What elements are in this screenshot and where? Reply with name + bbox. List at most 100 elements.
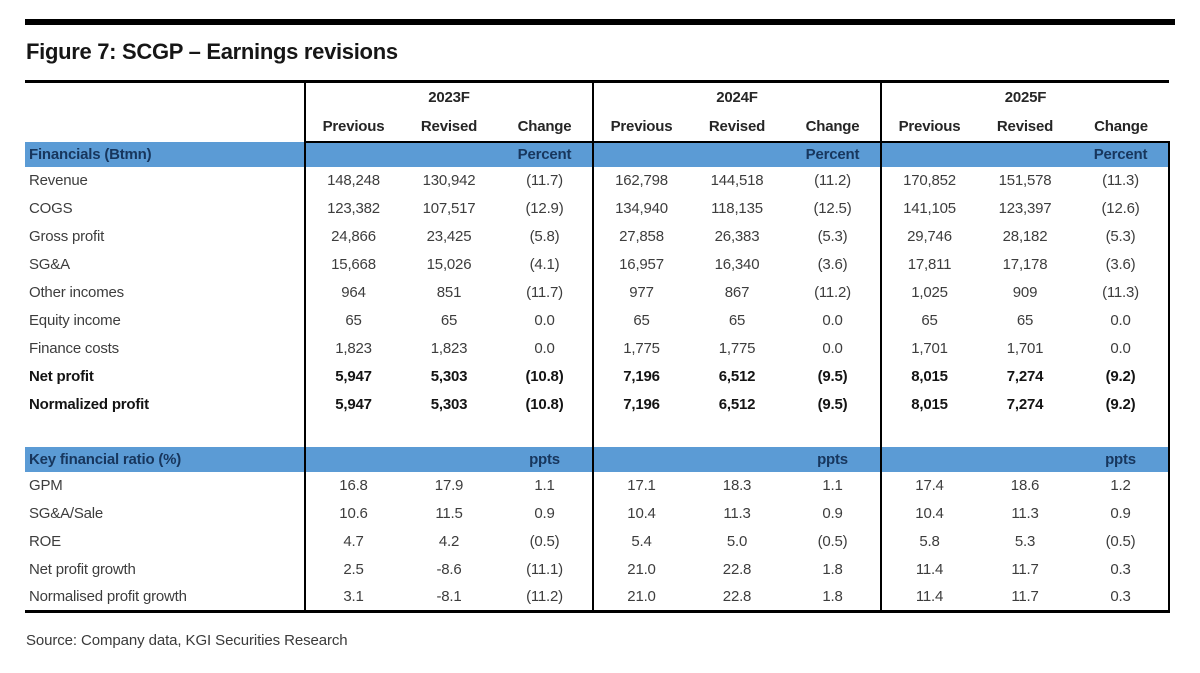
value-cell: (12.5) — [813, 200, 852, 217]
band-cell — [401, 141, 497, 167]
value-cell: 1,701 — [880, 334, 977, 363]
value-cell: (0.5) — [529, 533, 560, 550]
value-cell: 0.0 — [1073, 334, 1171, 363]
value-cell: 5.3 — [1014, 533, 1036, 550]
value-cell: 65 — [304, 306, 401, 335]
value-cell: (5.3) — [1073, 222, 1171, 251]
value-cell: 1,775 — [718, 340, 756, 357]
col-header-previous: Previous — [880, 111, 977, 143]
value-cell: 21.0 — [592, 583, 689, 613]
value-cell: 151,578 — [998, 172, 1052, 189]
value-cell: 11.5 — [435, 505, 463, 522]
value-cell: 909 — [1012, 284, 1038, 301]
table-row: Equity income 65 65 0.0 65 65 0.0 65 65 0.0 — [25, 306, 1171, 335]
section-band-row: Financials (Btmn) Percent Percent Percent — [25, 141, 1171, 167]
value-cell: 162,798 — [592, 166, 689, 195]
row-label: ROE — [29, 533, 61, 550]
value-cell: 0.0 — [822, 312, 843, 329]
band-cell — [977, 141, 1073, 167]
row-label: Net profit growth — [29, 561, 136, 578]
value-cell: 5.0 — [726, 533, 748, 550]
value-cell: 977 — [592, 278, 689, 307]
value-cell: (9.5) — [817, 396, 848, 413]
value-cell: 22.8 — [722, 561, 752, 578]
value-cell: (5.3) — [817, 228, 848, 245]
value-cell: 964 — [304, 278, 401, 307]
value-cell: (0.5) — [817, 533, 848, 550]
value-cell: 0.3 — [1073, 555, 1171, 584]
value-cell: (10.8) — [525, 368, 564, 385]
value-cell: 1.8 — [785, 583, 881, 613]
section-unit-label: ppts — [785, 446, 881, 472]
table-row: GPM 16.8 17.9 1.1 17.1 18.3 1.1 17.4 18.6 1.2 — [25, 471, 1171, 500]
value-cell: 11.4 — [880, 583, 977, 613]
value-cell: 0.9 — [1073, 499, 1171, 528]
gap-cell — [304, 418, 401, 447]
corner-cell — [25, 80, 305, 142]
value-cell: 65 — [440, 312, 458, 329]
section-unit-label: ppts — [497, 446, 593, 472]
section-band-label: Key financial ratio (%) — [25, 446, 305, 472]
section-unit-label: Percent — [497, 141, 593, 167]
year-header-2024: 2024F — [592, 80, 881, 112]
value-cell: 0.9 — [534, 505, 555, 522]
section-unit-label: ppts — [1073, 446, 1171, 472]
value-cell: 1,823 — [304, 334, 401, 363]
year-header-row: 2023F 2024F 2025F — [25, 80, 1170, 142]
value-cell: (9.2) — [1073, 362, 1171, 391]
value-cell: 141,105 — [880, 194, 977, 223]
value-cell: (11.7) — [526, 172, 563, 189]
value-cell: 18.6 — [1010, 477, 1040, 494]
value-cell: 6,512 — [718, 368, 756, 385]
value-cell: 10.4 — [592, 499, 689, 528]
row-label: SG&A — [29, 256, 70, 273]
gap-cell — [25, 419, 305, 447]
table-row: SG&A/Sale 10.6 11.5 0.9 10.4 11.3 0.9 10.4 11.3 0… — [25, 499, 1171, 528]
value-cell: 170,852 — [880, 166, 977, 195]
row-label: COGS — [29, 200, 73, 217]
year-header-2025: 2025F — [879, 80, 1170, 112]
row-label: Normalised profit growth — [25, 583, 305, 613]
row-label: Equity income — [29, 312, 121, 329]
value-cell: 5,303 — [430, 396, 468, 413]
value-cell: -8.1 — [401, 583, 497, 613]
value-cell: 7,274 — [1006, 368, 1044, 385]
value-cell: 0.0 — [822, 340, 843, 357]
value-cell: (3.6) — [1073, 250, 1171, 279]
value-cell: (11.1) — [526, 561, 563, 578]
value-cell: (9.2) — [1073, 390, 1171, 419]
value-cell: (5.8) — [529, 228, 560, 245]
value-cell: 11.7 — [977, 583, 1073, 613]
table-row: SG&A 15,668 15,026 (4.1) 16,957 16,340 (3.6) 17… — [25, 250, 1171, 279]
col-header-change: Change — [497, 111, 593, 143]
value-cell: 11.3 — [723, 505, 751, 522]
gap-cell — [1073, 418, 1171, 447]
value-cell: 1,701 — [1006, 340, 1044, 357]
value-cell: (12.9) — [525, 200, 564, 217]
value-cell: 0.0 — [1073, 306, 1171, 335]
table-row: Other incomes 964 851 (11.7) 977 867 (11.2) 1,0… — [25, 278, 1171, 307]
value-cell: 17,178 — [1002, 256, 1048, 273]
value-cell: 123,397 — [998, 200, 1052, 217]
row-label: Other incomes — [29, 284, 124, 301]
table-body: Financials (Btmn) Percent Percent Percent Re… — [25, 141, 1171, 613]
value-cell: (11.2) — [814, 284, 851, 301]
figure-title: Figure 7: SCGP – Earnings revisions — [26, 39, 398, 64]
row-label: Revenue — [29, 172, 88, 189]
value-cell: 4.2 — [438, 533, 460, 550]
band-cell — [592, 446, 689, 472]
value-cell: (11.3) — [1073, 166, 1171, 195]
value-cell: 1.2 — [1073, 471, 1171, 500]
row-label: Net profit — [29, 368, 94, 385]
value-cell: 5.4 — [592, 527, 689, 556]
value-cell: 11.3 — [1011, 505, 1039, 522]
value-cell: 7,196 — [592, 362, 689, 391]
band-cell — [689, 446, 785, 472]
section-band-row: Key financial ratio (%) ppts ppts ppts — [25, 446, 1171, 472]
value-cell: 130,942 — [422, 172, 476, 189]
table-row: Net profit 5,947 5,303 (10.8) 7,196 6,512 (9.5… — [25, 362, 1171, 391]
value-cell: 17.1 — [592, 471, 689, 500]
top-rule-bar — [25, 19, 1175, 25]
gap-cell — [592, 418, 689, 447]
value-cell: 23,425 — [426, 228, 472, 245]
